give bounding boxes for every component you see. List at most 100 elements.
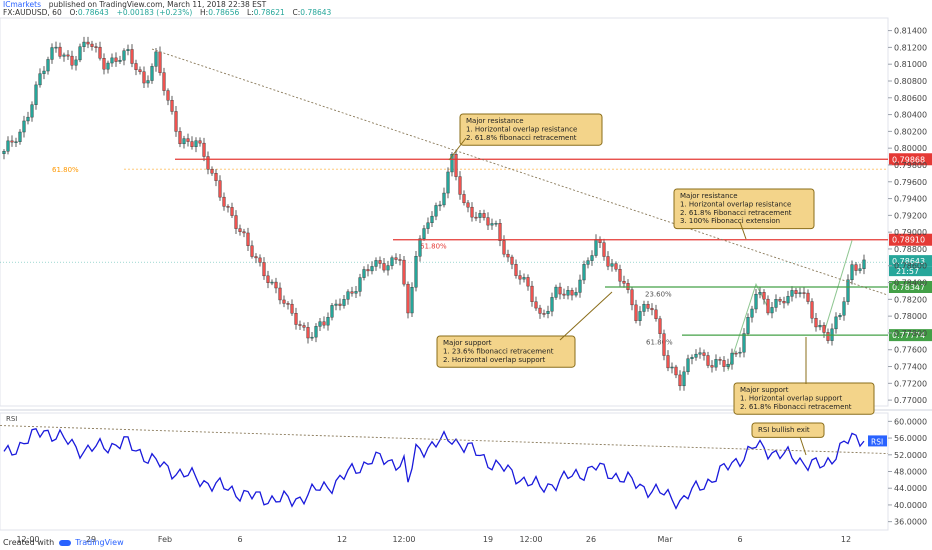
fib-label-left: 61.80% bbox=[52, 166, 79, 174]
candle-body bbox=[770, 307, 774, 314]
x-tick-label: Mar bbox=[657, 535, 673, 544]
tradingview-brand[interactable]: TradingView bbox=[75, 538, 124, 547]
candle-body bbox=[150, 66, 154, 81]
candle-body bbox=[706, 355, 710, 366]
candle-body bbox=[174, 111, 178, 132]
candle-body bbox=[478, 213, 482, 218]
candle-body bbox=[858, 268, 862, 271]
candle-body bbox=[854, 264, 858, 271]
candles-layer bbox=[2, 36, 866, 391]
candle-body bbox=[622, 280, 626, 284]
rsi-pane-title: RSI bbox=[6, 415, 17, 423]
candle-body bbox=[554, 286, 558, 298]
candle-body bbox=[514, 264, 518, 276]
created-with-text: Created with bbox=[3, 538, 55, 547]
support-upper-tag-text: 0.78347 bbox=[892, 283, 925, 292]
annotation-major-resistance-2-line: 3. 100% Fibonacci extension bbox=[680, 217, 780, 225]
candle-body bbox=[310, 336, 314, 339]
candle-body bbox=[774, 299, 778, 308]
annotation-major-support-2-title: Major support bbox=[740, 386, 789, 394]
candle-body bbox=[402, 259, 406, 285]
rsi-tick-label: 44.0000 bbox=[894, 484, 927, 493]
candle-body bbox=[10, 140, 14, 143]
candle-body bbox=[194, 140, 198, 147]
price-tick-label: 0.77600 bbox=[894, 346, 927, 355]
candle-body bbox=[498, 223, 502, 241]
candle-body bbox=[510, 256, 514, 265]
candle-body bbox=[106, 62, 110, 70]
candle-body bbox=[118, 59, 122, 62]
candle-body bbox=[430, 215, 434, 224]
rsi-price-tag bbox=[868, 435, 887, 447]
candle-body bbox=[334, 303, 338, 306]
candle-body bbox=[386, 265, 390, 271]
candle-body bbox=[686, 358, 690, 373]
candle-body bbox=[182, 138, 186, 145]
candle-body bbox=[798, 292, 802, 294]
candle-body bbox=[162, 72, 166, 91]
support-lower-tag-text: 0.77774 bbox=[892, 331, 925, 340]
candle-body bbox=[518, 275, 522, 280]
candle-body bbox=[522, 277, 526, 280]
candle-body bbox=[202, 142, 206, 157]
fib-label-mid: 61.80% bbox=[420, 243, 447, 251]
candle-body bbox=[818, 324, 822, 328]
chart-publish-line: ICmarkets published on TradingView.com, … bbox=[3, 0, 266, 9]
candle-body bbox=[218, 180, 222, 198]
candle-body bbox=[82, 41, 86, 47]
rsi-tick-label: 52.0000 bbox=[894, 451, 927, 460]
candle-body bbox=[270, 281, 274, 284]
resistance-minor-tag bbox=[889, 233, 932, 246]
candle-body bbox=[690, 357, 694, 359]
change-value: +0.00183 (+0.23%) bbox=[116, 8, 193, 17]
publisher-name[interactable]: ICmarkets bbox=[3, 0, 41, 9]
candle-body bbox=[158, 51, 162, 73]
symbol-label[interactable]: FX:AUDUSD, 60 bbox=[3, 8, 62, 17]
candle-body bbox=[502, 240, 506, 255]
candle-body bbox=[610, 263, 614, 267]
candle-body bbox=[470, 206, 474, 218]
candle-body bbox=[6, 140, 10, 152]
annotation-rsi-exit-title: RSI bullish exit bbox=[758, 426, 810, 434]
candle-body bbox=[210, 168, 214, 174]
candle-body bbox=[34, 84, 38, 105]
price-tick-label: 0.80600 bbox=[894, 94, 927, 103]
candle-body bbox=[410, 287, 414, 314]
candle-body bbox=[558, 286, 562, 295]
candle-body bbox=[726, 363, 730, 367]
candle-body bbox=[58, 46, 62, 57]
x-tick-label: 19 bbox=[483, 535, 493, 544]
open-value: 0.78643 bbox=[77, 8, 109, 17]
support-lower-tag bbox=[889, 329, 932, 342]
rsi-tick-label: 40.0000 bbox=[894, 501, 927, 510]
candle-body bbox=[394, 257, 398, 260]
tradingview-logo-icon bbox=[58, 539, 71, 546]
candle-body bbox=[434, 205, 438, 217]
annotation-major-resistance-1-line: 1. Horizontal overlap resistance bbox=[466, 125, 577, 133]
candle-body bbox=[50, 47, 54, 60]
open-label: O: bbox=[69, 8, 78, 17]
annotation-major-resistance-2-title: Major resistance bbox=[680, 192, 738, 200]
candle-body bbox=[442, 192, 446, 206]
candle-body bbox=[790, 290, 794, 297]
candle-body bbox=[486, 217, 490, 226]
candle-body bbox=[650, 308, 654, 311]
price-tick-label: 0.78000 bbox=[894, 312, 927, 321]
annotation-major-resistance-2-line: 1. Horizontal overlap resistance bbox=[680, 200, 791, 208]
candle-body bbox=[762, 292, 766, 300]
price-tick-label: 0.81200 bbox=[894, 43, 927, 52]
candle-body bbox=[822, 324, 826, 333]
candle-body bbox=[130, 49, 134, 64]
price-tick-label: 0.77400 bbox=[894, 363, 927, 372]
annotation-rsi-exit-box bbox=[751, 422, 825, 438]
candle-body bbox=[446, 171, 450, 194]
price-tick-label: 0.77000 bbox=[894, 396, 927, 405]
fib-label-lower-right: 61.80% bbox=[646, 338, 673, 346]
current-price-tag bbox=[889, 255, 932, 267]
rsi-tick-label: 60.0000 bbox=[894, 417, 927, 426]
candle-body bbox=[294, 313, 298, 325]
candle-body bbox=[666, 355, 670, 369]
candle-body bbox=[102, 58, 106, 70]
